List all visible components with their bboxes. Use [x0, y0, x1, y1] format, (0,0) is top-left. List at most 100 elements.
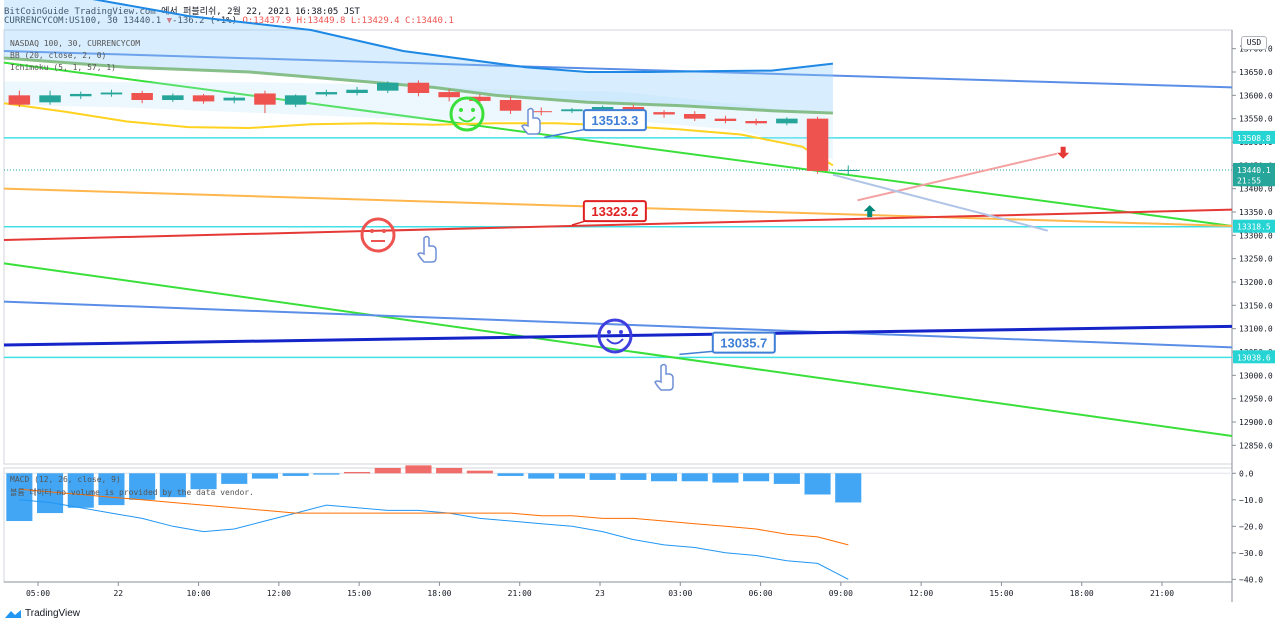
- time-tick-label: 15:00: [347, 589, 371, 598]
- time-tick-label: 21:00: [508, 589, 532, 598]
- price-tick-label: 13550.0: [1239, 115, 1273, 124]
- price-tick-label: 12850.0: [1239, 441, 1273, 450]
- volume-note: 볼륨 데이터 no volume is provided by the data…: [10, 488, 254, 497]
- time-tick-label: 12:00: [909, 589, 933, 598]
- macd-histogram-bar: [344, 471, 371, 474]
- callout-label: 13513.3: [591, 113, 638, 128]
- ichimoku-span-line: [3, 56, 833, 115]
- macd-histogram-bar: [405, 465, 432, 474]
- macd-histogram-bar: [743, 473, 770, 482]
- candle-body: [315, 92, 338, 95]
- price-tag-label: 13440.1: [1237, 166, 1271, 175]
- trendline-upper-blue: [3, 50, 1233, 89]
- pointer-hand-icon: [521, 107, 541, 135]
- candle-body: [806, 118, 829, 171]
- candle-body: [714, 118, 737, 121]
- candle-body: [346, 89, 368, 93]
- candle-body: [776, 118, 798, 124]
- ichimoku-yellow-line: [3, 102, 834, 167]
- price-tag: [1233, 173, 1275, 187]
- callout-box: [711, 331, 776, 354]
- candle-body: [100, 92, 123, 95]
- price-tick-label: 13650.0: [1239, 68, 1273, 77]
- macd-pane: 0.0 −10.0 −20.0 −30.0 −40.0: [4, 465, 1263, 584]
- bb-legend: BB (20, close, 2, 0): [10, 51, 107, 60]
- pointer-hand-icon: [417, 235, 437, 263]
- callout-box: [582, 200, 647, 223]
- macd-histogram-bar: [129, 473, 156, 500]
- candle-body: [254, 93, 276, 105]
- price-tick-label: 13250.0: [1239, 255, 1273, 264]
- candle-body: [745, 121, 767, 124]
- brand-label: TradingView: [25, 608, 81, 619]
- candle-body: [530, 111, 552, 113]
- macd-histogram-bar: [497, 473, 524, 476]
- macd-tick-label: −30.0: [1239, 549, 1263, 558]
- ohlc-values: O:13437.9 H:13449.8 L:13429.4 C:13440.1: [242, 16, 454, 26]
- change-value: -136.2 (-1%): [172, 16, 238, 26]
- callout-label: 13035.7: [720, 336, 767, 351]
- currency-button[interactable]: USD: [1241, 36, 1267, 50]
- candle-body: [8, 95, 31, 105]
- macd-histogram-bar: [436, 468, 463, 474]
- drawings: [3, 50, 1233, 437]
- axes: 13700.013650.013600.013550.013500.013450…: [26, 45, 1275, 598]
- time-tick-label: 06:00: [749, 589, 773, 598]
- macd-histogram-bar: [221, 473, 248, 484]
- candle-body: [653, 112, 675, 115]
- smile-face-icon: [449, 96, 485, 132]
- tradingview-logo[interactable]: TradingView: [4, 608, 80, 619]
- macd-legend: MACD (12, 26, close, 9): [10, 475, 121, 484]
- macd-histogram-bar: [712, 473, 739, 483]
- price-tag: [1233, 162, 1275, 176]
- callout-box: [582, 109, 647, 132]
- projection-up-line: [857, 152, 1058, 202]
- macd-histogram-bar: [558, 473, 585, 479]
- macd-tick-label: 0.0: [1239, 469, 1254, 478]
- candle-body: [499, 100, 522, 111]
- candle-body: [192, 95, 215, 102]
- trendline-red: [3, 208, 1233, 241]
- trendline-lower-blue: [3, 300, 1233, 349]
- macd-histogram-bar: [159, 473, 186, 498]
- signal-line: [19, 488, 849, 546]
- price-tick-label: 13400.0: [1239, 185, 1273, 194]
- macd-histogram-bar: [282, 473, 309, 476]
- time-tick-label: 21:00: [1150, 589, 1174, 598]
- happy-face-icon-eye: [619, 330, 623, 334]
- time-tick-label: 22: [113, 589, 123, 598]
- macd-histogram-bar: [528, 473, 555, 479]
- candle-body: [469, 96, 491, 101]
- happy-face-icon-mouth: [606, 338, 624, 345]
- price-tick-label: 13150.0: [1239, 301, 1273, 310]
- candle-body: [407, 82, 430, 93]
- time-tick-label: 05:00: [26, 589, 50, 598]
- smile-face-icon-mouth: [458, 116, 476, 123]
- trendline-navy: [3, 324, 1233, 347]
- macd-histogram-bar: [251, 473, 278, 479]
- time-tick-label: 15:00: [989, 589, 1013, 598]
- ichimoku-legend: Ichimoku (5, 1, 57, 1): [10, 63, 116, 72]
- time-tick-label: 23: [595, 589, 605, 598]
- macd-histogram-bar: [681, 473, 708, 482]
- grid: [3, 29, 1233, 602]
- macd-line: [19, 499, 849, 580]
- macd-histogram-bar: [773, 473, 800, 484]
- candle-body: [561, 109, 583, 112]
- kijun-line: [92, 0, 834, 73]
- macd-tick-label: −20.0: [1239, 522, 1263, 531]
- time-tick-label: 03:00: [668, 589, 692, 598]
- happy-face-icon: [597, 318, 633, 354]
- price-tick-label: 13200.0: [1239, 278, 1273, 287]
- macd-histogram-bar: [6, 473, 33, 522]
- candle-body: [837, 169, 859, 171]
- candle-body: [284, 95, 307, 105]
- time-tick-label: 10:00: [187, 589, 211, 598]
- macd-histogram-bar: [98, 473, 125, 506]
- trendline-lower-green: [3, 262, 1233, 437]
- price-tag-label: 13318.5: [1237, 223, 1271, 232]
- macd-histogram-bar: [804, 473, 831, 495]
- time-tick-label: 18:00: [1070, 589, 1094, 598]
- candle-body: [223, 97, 245, 101]
